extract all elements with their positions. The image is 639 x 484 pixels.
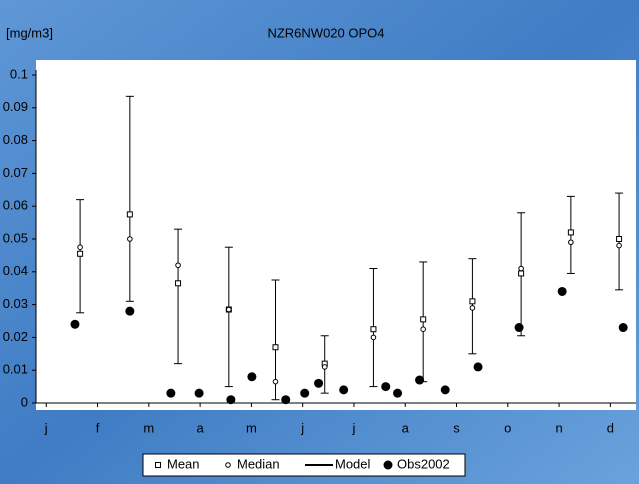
y-tick-label: 0.05: [3, 230, 28, 245]
mean-marker: [616, 236, 623, 242]
median-marker: [127, 236, 133, 242]
y-tick-label: 0.03: [3, 296, 28, 311]
obs-marker: [300, 388, 310, 398]
mean-marker: [469, 298, 476, 305]
x-tick-label: f: [96, 420, 100, 435]
legend-label: Median: [237, 456, 280, 471]
median-marker: [226, 306, 232, 313]
y-tick-label: 0.06: [3, 198, 28, 213]
obs-marker: [339, 385, 349, 395]
x-tick-label: a: [402, 420, 410, 435]
mean-marker: [126, 211, 133, 218]
x-tick-label: o: [504, 420, 511, 435]
obs-marker: [557, 286, 567, 296]
mean-marker: [272, 344, 279, 351]
x-tick-label: m: [246, 420, 257, 435]
x-tick-label: a: [196, 420, 204, 435]
obs-marker: [415, 375, 425, 385]
obs-marker: [226, 395, 236, 405]
y-tick-label: 0.01: [3, 362, 28, 377]
obs-marker: [70, 319, 80, 329]
median-marker: [616, 242, 622, 249]
mean-marker: [567, 229, 574, 236]
x-tick-label: n: [555, 420, 562, 435]
median-marker: [420, 326, 426, 333]
y-tick-label: 0.02: [3, 329, 28, 344]
mean-marker: [175, 280, 182, 287]
obs-marker: [618, 323, 628, 333]
obs-marker: [381, 382, 391, 392]
x-tick-label: j: [44, 420, 48, 435]
x-tick-label: m: [143, 420, 154, 435]
obs-marker: [440, 385, 450, 395]
mean-marker: [370, 326, 377, 333]
chart-title: NZR6NW020 OPO4: [267, 25, 384, 40]
obs-marker: [194, 388, 204, 398]
mean-marker: [420, 316, 427, 323]
mean-marker: [518, 270, 525, 277]
median-marker: [568, 239, 574, 246]
x-tick-label: d: [607, 420, 614, 435]
median-marker: [321, 364, 328, 370]
obs-marker: [514, 323, 524, 333]
median-marker: [370, 334, 377, 341]
y-tick-label: 0: [21, 394, 28, 409]
obs-marker: [473, 362, 483, 372]
median-marker: [175, 262, 181, 269]
median-marker: [469, 305, 476, 311]
obs-marker: [247, 372, 257, 382]
legend-label: Mean: [167, 456, 200, 471]
obs-marker: [281, 395, 291, 405]
legend-label: Model: [335, 456, 371, 471]
x-tick-label: j: [300, 420, 304, 435]
median-marker: [272, 378, 279, 385]
legend: [142, 453, 466, 477]
y-tick-label: 0.04: [3, 263, 28, 278]
median-marker: [77, 244, 83, 250]
legend-label: Obs2002: [397, 456, 450, 471]
median-marker: [225, 462, 231, 468]
median-marker: [518, 265, 524, 272]
obs-marker: [383, 460, 393, 470]
y-axis-label: [mg/m3]: [6, 25, 53, 40]
y-tick-label: 0.08: [3, 132, 28, 147]
obs-marker: [314, 378, 324, 388]
x-tick-label: j: [352, 420, 356, 435]
mean-marker: [77, 250, 84, 257]
y-tick-label: 0.07: [3, 165, 28, 180]
obs-marker: [125, 306, 135, 316]
x-tick-label: s: [453, 420, 460, 435]
y-tick-label: 0.09: [3, 99, 28, 114]
obs-marker: [166, 388, 176, 398]
y-tick-label: 0.1: [10, 66, 28, 81]
mean-marker: [155, 462, 161, 468]
obs-marker: [393, 388, 403, 398]
plot-area: [36, 60, 636, 410]
